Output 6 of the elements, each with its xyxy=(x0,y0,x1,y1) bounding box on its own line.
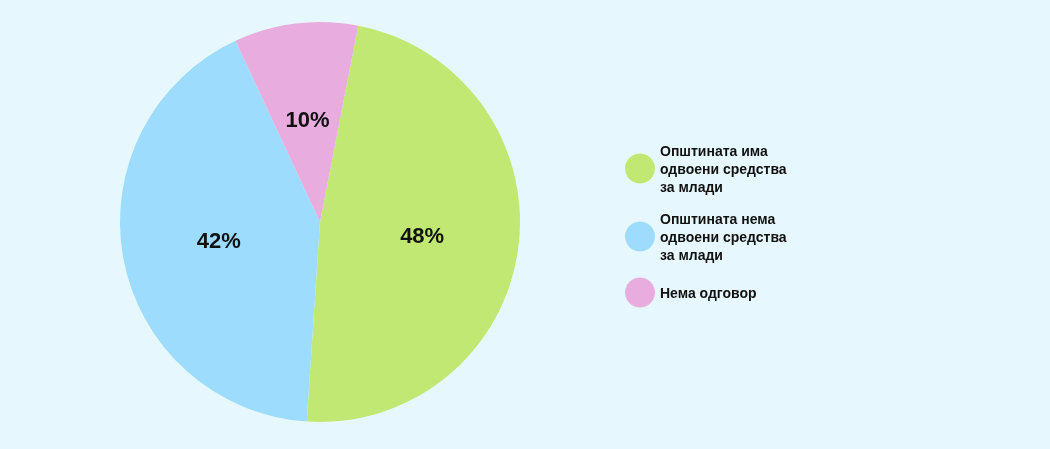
legend-label: Општината има одвоени средства за млади xyxy=(660,142,791,195)
data-label: 10% xyxy=(285,107,330,133)
legend-label: Нема одговор xyxy=(660,284,757,301)
legend-label: Општината нема одвоени средства за млади xyxy=(660,210,791,263)
data-label: 42% xyxy=(196,228,241,254)
data-label: 48% xyxy=(400,222,445,248)
